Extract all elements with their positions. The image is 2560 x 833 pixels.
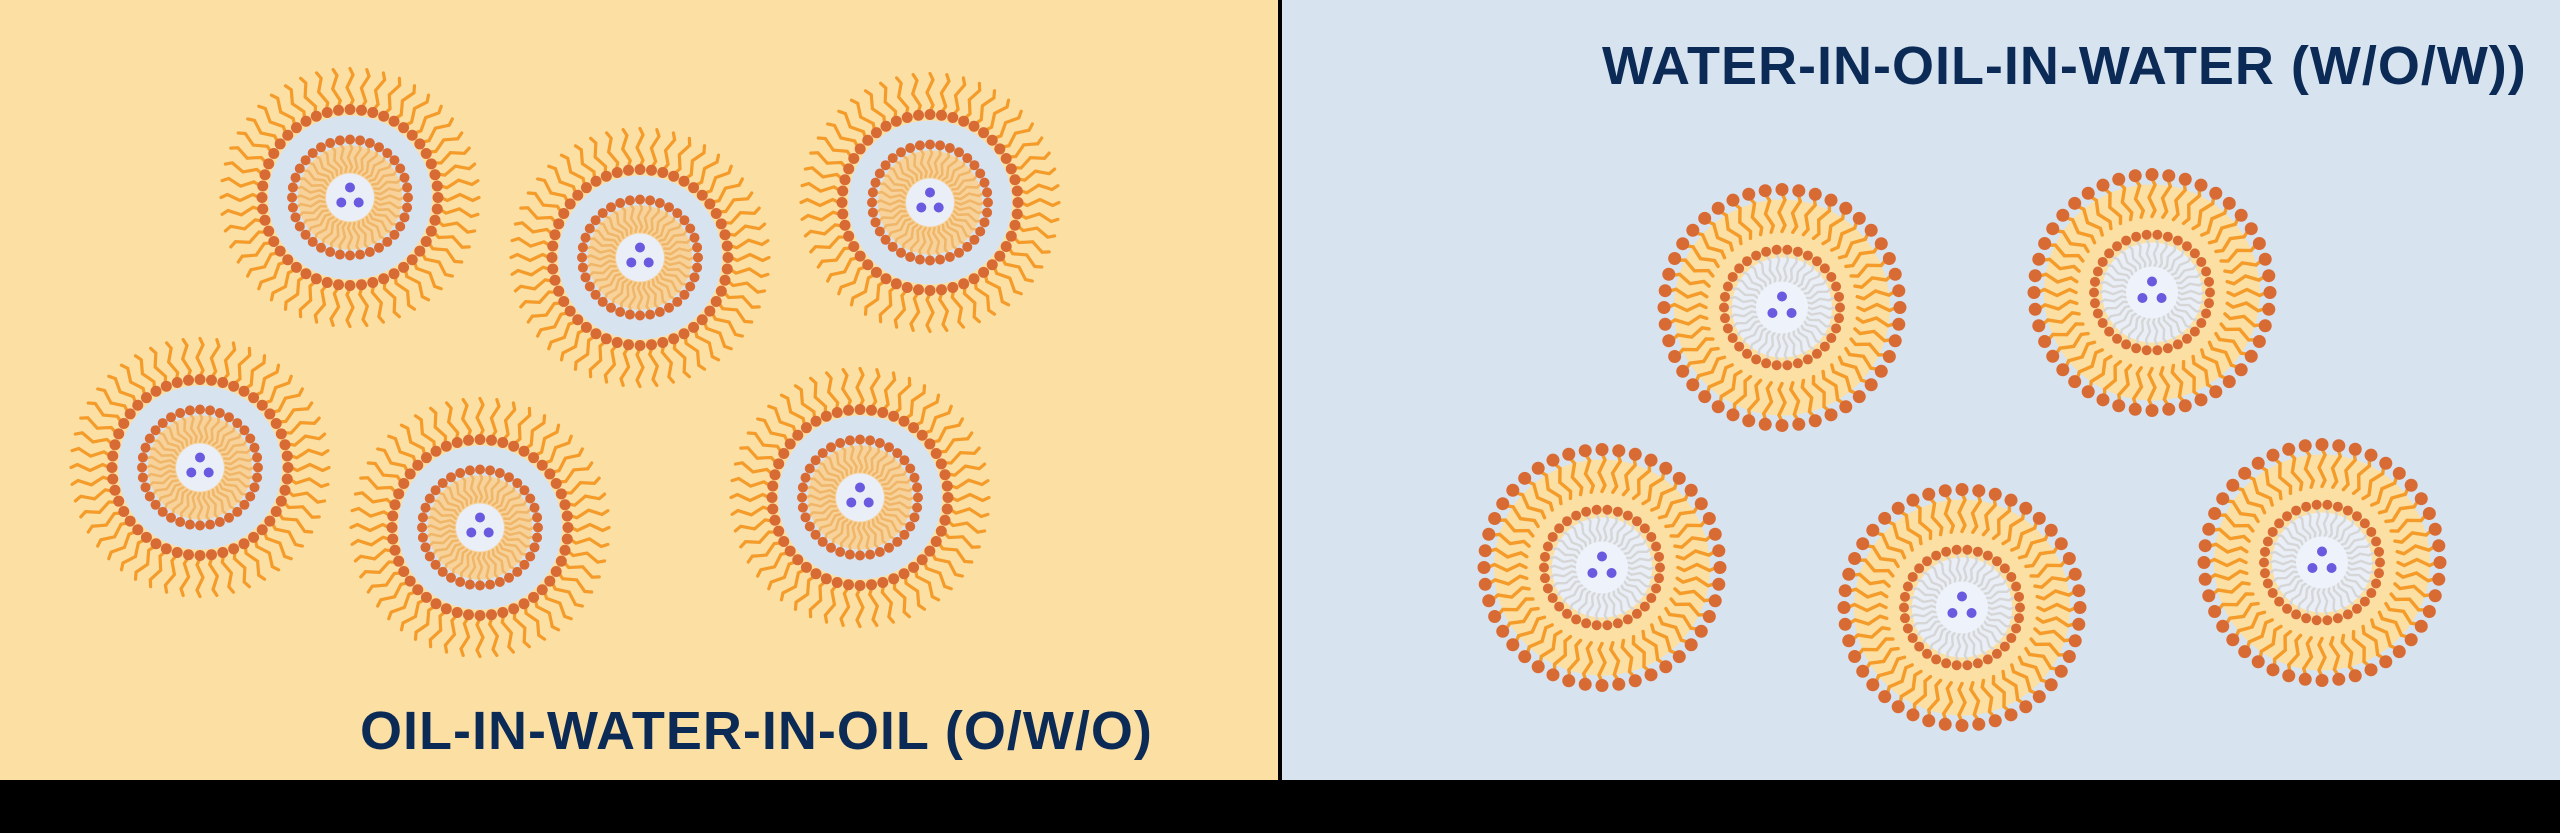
wow-droplet bbox=[1830, 476, 2094, 745]
owo-droplet bbox=[728, 366, 992, 635]
owo-droplet bbox=[798, 71, 1062, 340]
wow-droplet bbox=[1650, 176, 1914, 445]
owo-droplet bbox=[508, 126, 772, 395]
panel-oil-in-water-in-oil: OIL-IN-WATER-IN-OIL (O/W/O) bbox=[0, 0, 1278, 780]
owo-droplet bbox=[68, 336, 332, 605]
panel-title-owo: OIL-IN-WATER-IN-OIL (O/W/O) bbox=[360, 700, 1153, 762]
owo-droplet bbox=[218, 66, 482, 335]
diagram-canvas: OIL-IN-WATER-IN-OIL (O/W/O) WATER-IN-OIL… bbox=[0, 0, 2560, 833]
panel-title-wow: WATER-IN-OIL-IN-WATER (W/O/W)) bbox=[1602, 35, 2527, 97]
wow-droplet bbox=[2020, 161, 2284, 430]
owo-droplet bbox=[348, 396, 612, 665]
wow-droplet bbox=[2190, 431, 2454, 700]
wow-droplet bbox=[1470, 436, 1734, 705]
panel-water-in-oil-in-water: WATER-IN-OIL-IN-WATER (W/O/W)) bbox=[1282, 0, 2560, 780]
